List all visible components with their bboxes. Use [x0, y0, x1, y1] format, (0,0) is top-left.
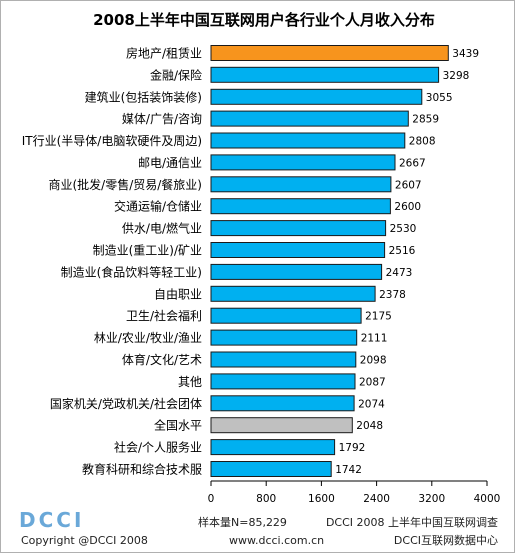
- bar-16: [210, 395, 355, 412]
- sample-size-text: 样本量N=85,229: [198, 515, 287, 529]
- bar-10: [210, 263, 383, 280]
- value-label-7: 2600: [394, 201, 421, 213]
- category-label-5: 邮电/通信业: [138, 156, 202, 170]
- bar-19: [210, 461, 332, 477]
- value-label-6: 2607: [395, 179, 422, 191]
- website-text: www.dcci.com.cn: [229, 534, 324, 547]
- value-label-8: 2530: [390, 223, 417, 235]
- value-label-17: 2048: [356, 420, 383, 432]
- x-tick-label-0: 0: [208, 493, 215, 505]
- category-label-17: 全国水平: [154, 418, 202, 433]
- value-label-5: 2667: [399, 157, 426, 169]
- bar-14: [210, 351, 357, 368]
- x-tick-label-4: 3200: [418, 493, 445, 505]
- x-tick-label-5: 4000: [474, 493, 501, 505]
- value-label-12: 2175: [365, 311, 392, 323]
- value-label-16: 2074: [358, 398, 385, 410]
- bar-15: [210, 373, 356, 390]
- category-label-11: 自由职业: [154, 287, 202, 301]
- category-label-0: 房地产/租赁业: [126, 46, 202, 61]
- value-label-9: 2516: [389, 245, 416, 257]
- value-label-0: 3439: [452, 48, 479, 60]
- value-label-18: 1792: [339, 442, 366, 454]
- category-label-19: 教育科研和综合技术服: [82, 462, 202, 477]
- bar-5: [210, 154, 396, 171]
- survey-text: DCCI 2008 上半年中国互联网调查: [326, 515, 498, 529]
- x-tick-label-3: 2400: [363, 493, 390, 505]
- bar-17: [210, 417, 353, 434]
- bar-13: [210, 329, 358, 346]
- value-label-13: 2111: [361, 333, 388, 345]
- bar-2: [210, 88, 423, 105]
- category-label-8: 供水/电/燃气业: [122, 221, 202, 236]
- bar-12: [210, 307, 362, 324]
- x-tick-label-2: 1600: [308, 493, 335, 505]
- bar-1: [210, 66, 440, 83]
- bar-7: [210, 198, 391, 215]
- category-label-15: 其他: [178, 375, 202, 389]
- dcci-logo: DCCI: [19, 508, 84, 532]
- value-labels: 3439 3298 3055 2859 2808 2667 2607 2600 2530 2516…: [335, 48, 479, 476]
- value-label-2: 3055: [426, 92, 453, 104]
- bar-8: [210, 220, 387, 237]
- category-label-13: 林业/农业/牧业/渔业: [94, 331, 202, 345]
- category-label-14: 体育/文化/艺术: [122, 352, 202, 367]
- bar-9: [210, 242, 386, 258]
- category-label-7: 交通运输/仓储业: [114, 199, 202, 214]
- bar-11: [210, 285, 376, 302]
- logo-text: DCCI: [19, 508, 84, 532]
- bar-4: [210, 132, 406, 149]
- value-label-4: 2808: [409, 136, 436, 148]
- category-label-1: 金融/保险: [150, 67, 202, 82]
- category-label-3: 媒体/广告/咨询: [122, 111, 202, 126]
- category-label-4: IT行业(半导体/电脑软硬件及周边): [22, 134, 202, 148]
- bar-18: [210, 439, 336, 456]
- category-label-6: 商业(批发/零售/贸易/餐旅业): [49, 177, 203, 192]
- copyright-text: Copyright @DCCI 2008: [21, 534, 148, 547]
- bar-6: [210, 176, 392, 193]
- category-label-10: 制造业(食品饮料等轻工业): [61, 264, 202, 279]
- value-label-1: 3298: [443, 70, 470, 82]
- category-label-12: 卫生/社会福利: [126, 308, 202, 323]
- x-axis-ticks: 0 800 1600 2400 3200 4000: [208, 481, 501, 505]
- bar-0: [210, 45, 449, 61]
- category-label-2: 建筑业(包括装饰装修): [85, 89, 202, 104]
- value-label-11: 2378: [379, 289, 406, 301]
- organization-text: DCCI互联网数据中心: [394, 533, 498, 547]
- chart-title: 2008上半年中国互联网用户各行业个人月收入分布: [93, 11, 435, 29]
- x-tick-label-1: 800: [256, 493, 276, 505]
- category-label-9: 制造业(重工业)/矿业: [93, 244, 202, 258]
- value-label-15: 2087: [359, 376, 386, 388]
- value-label-3: 2859: [412, 114, 439, 126]
- value-label-19: 1742: [335, 464, 362, 476]
- value-label-14: 2098: [360, 355, 387, 367]
- bar-3: [210, 110, 409, 127]
- bars-layer: [210, 45, 449, 477]
- category-label-18: 社会/个人服务业: [114, 440, 202, 455]
- category-label-16: 国家机关/党政机关/社会团体: [50, 396, 202, 411]
- value-label-10: 2473: [386, 267, 413, 279]
